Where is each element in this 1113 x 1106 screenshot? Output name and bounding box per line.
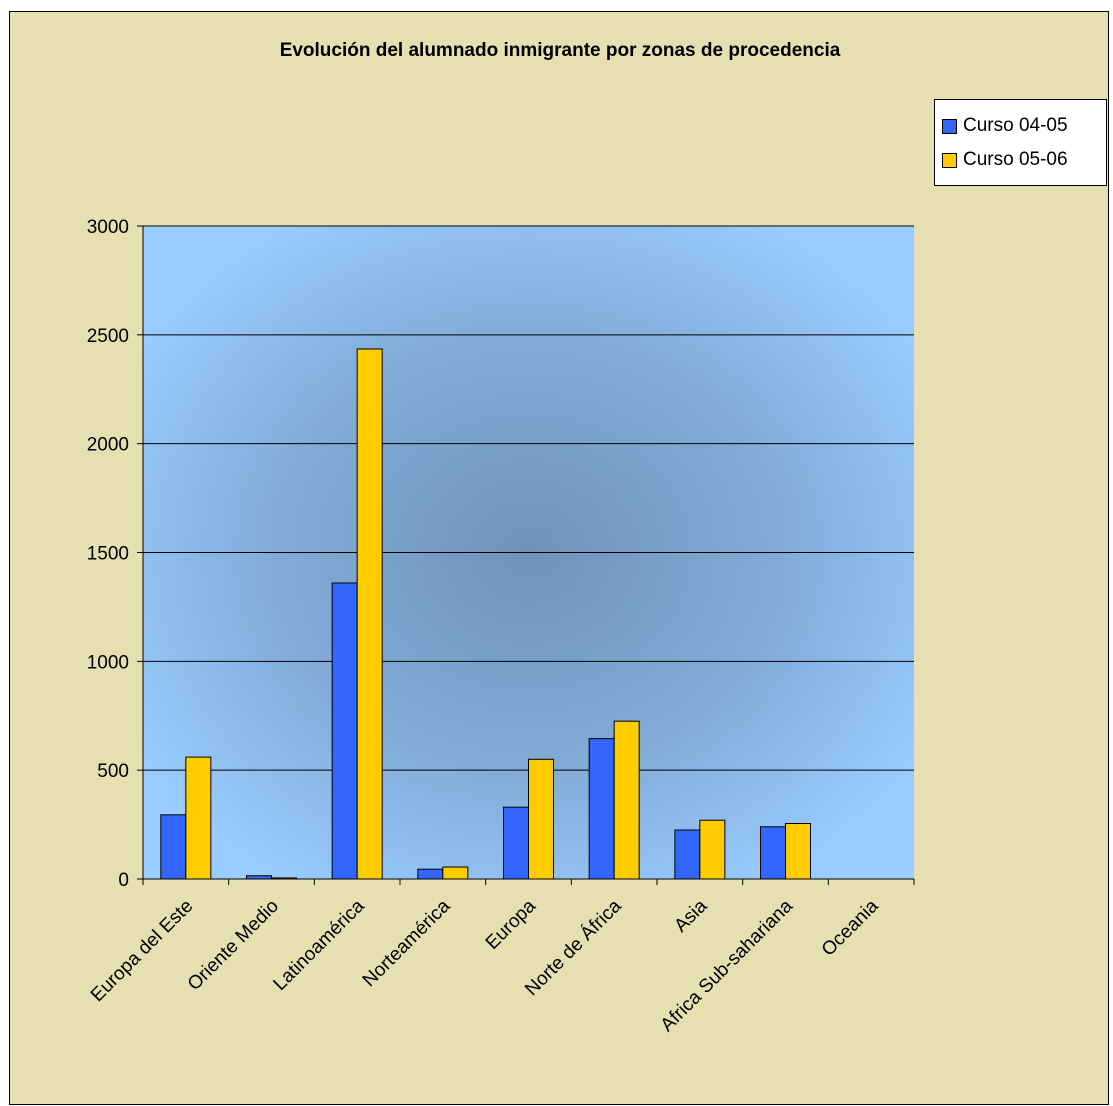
bar-2-2 — [356, 348, 383, 880]
bar-1-2 — [331, 582, 358, 880]
x-tick-label-8: Oceania — [818, 895, 883, 960]
x-tick-label-2: Latinoamérica — [269, 895, 369, 995]
chart-area: Evolución del alumnado inmigrante por zo… — [9, 11, 1109, 1105]
bar-1-5 — [588, 738, 615, 880]
x-tick-label-3: Norteamérica — [359, 895, 455, 991]
bar-1-0 — [160, 814, 187, 880]
legend-item-series-2: Curso 05-06 — [935, 143, 1106, 177]
bar-2-3 — [442, 866, 469, 880]
x-tick-label-4: Europa — [482, 895, 540, 953]
bar-1-3 — [417, 868, 444, 880]
y-tick-label-1000: 1000 — [87, 652, 129, 673]
legend-swatch-series-2 — [942, 152, 957, 168]
bars — [160, 348, 811, 880]
gridlines — [143, 225, 914, 771]
legend-label-series-2: Curso 05-06 — [963, 149, 1068, 170]
chart-title: Evolución del alumnado inmigrante por zo… — [279, 40, 841, 61]
bar-2-6 — [699, 819, 726, 880]
x-tick-label-6: Asia — [670, 895, 711, 936]
bar-2-0 — [185, 756, 212, 880]
x-tick-label-0: Europa del Este — [87, 896, 197, 1006]
legend-item-series-1: Curso 04-05 — [935, 109, 1106, 143]
plot: 0 500 1000 1500 2000 2500 3000 Europa del Este O… — [87, 217, 915, 1036]
y-tick-label-500: 500 — [97, 761, 129, 782]
axes — [137, 225, 915, 885]
y-tick-label-2000: 2000 — [87, 435, 129, 456]
legend: Curso 04-05 Curso 05-06 — [934, 99, 1107, 186]
legend-swatch-series-1 — [942, 118, 957, 134]
legend-label-series-1: Curso 04-05 — [963, 115, 1068, 136]
bar-2-5 — [613, 720, 640, 880]
y-tick-label-3000: 3000 — [87, 217, 129, 238]
bar-1-6 — [674, 829, 701, 880]
y-tick-label-1500: 1500 — [87, 544, 129, 565]
y-tick-label-2500: 2500 — [87, 326, 129, 347]
bar-1-4 — [503, 806, 529, 880]
bar-2-7 — [785, 822, 811, 880]
y-tick-label-0: 0 — [118, 870, 129, 891]
bar-2-4 — [528, 758, 554, 880]
bar-1-7 — [760, 826, 786, 880]
